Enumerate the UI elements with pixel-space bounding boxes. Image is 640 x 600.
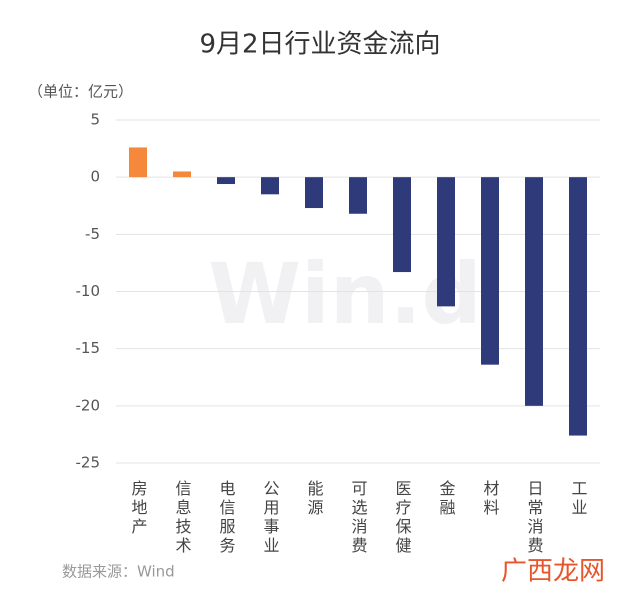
x-tick-label: 电信服务 xyxy=(217,480,236,556)
bar xyxy=(261,177,279,195)
x-tick-label: 公用事业 xyxy=(261,480,280,556)
y-tick-label: -25 xyxy=(76,454,101,472)
source: 数据来源：Wind xyxy=(62,563,175,581)
y-tick-label: -20 xyxy=(76,396,101,414)
y-tick-label: -5 xyxy=(85,225,100,243)
y-tick-label: -15 xyxy=(76,339,101,357)
bar xyxy=(393,177,411,273)
bar xyxy=(305,177,323,209)
x-tick-label: 材料 xyxy=(481,480,500,518)
x-tick-label: 医疗保健 xyxy=(393,480,412,556)
y-tick-label: 5 xyxy=(90,111,100,129)
x-tick-label: 金融 xyxy=(437,480,456,518)
bar xyxy=(525,177,543,406)
bar xyxy=(481,177,499,365)
x-tick-label: 日常消费 xyxy=(525,480,544,556)
x-tick-label: 房地产 xyxy=(129,480,148,537)
y-tick-label: -10 xyxy=(76,282,101,300)
bar xyxy=(217,177,235,185)
watermark: 广西龙网 xyxy=(501,557,605,587)
bar xyxy=(437,177,455,307)
bar xyxy=(569,177,587,436)
bar xyxy=(173,171,191,178)
bar xyxy=(349,177,367,214)
y-tick-label: 0 xyxy=(90,168,100,186)
x-tick-label: 可选消费 xyxy=(349,480,368,556)
background-mark: Win.d xyxy=(208,245,481,343)
unit-label: （单位：亿元） xyxy=(28,83,133,101)
x-tick-label: 能源 xyxy=(305,480,324,518)
x-tick-label: 信息技术 xyxy=(173,480,192,556)
chart-title: 9月2日行业资金流向 xyxy=(199,30,440,60)
x-tick-label: 工业 xyxy=(569,480,588,518)
bar xyxy=(129,147,147,178)
